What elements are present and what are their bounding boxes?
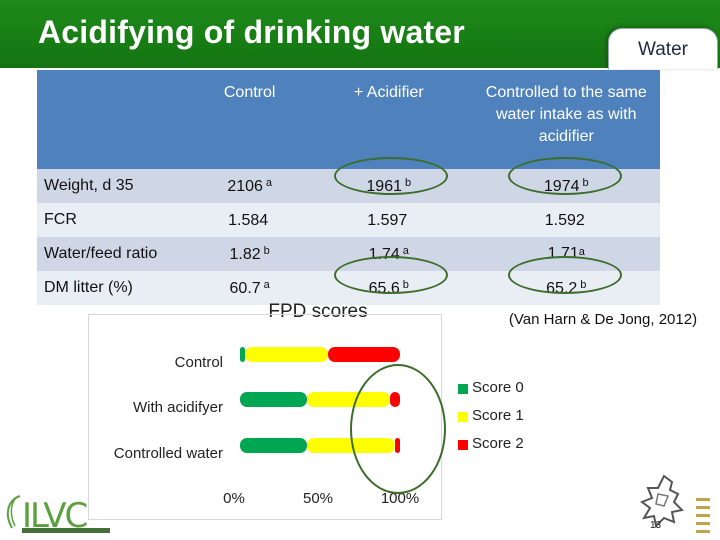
row-label: FCR: [37, 203, 195, 237]
decor-line: [696, 506, 710, 509]
highlight-ellipse: [508, 157, 622, 195]
row-label: Water/feed ratio: [37, 237, 195, 271]
bar-score0-1: [240, 392, 308, 407]
title-bar: [0, 0, 720, 68]
legend-swatch-score1: [458, 412, 468, 422]
bar-score2-0: [328, 347, 400, 362]
bar-score0-0: [240, 347, 245, 362]
x-tick-label: 100%: [380, 490, 420, 507]
legend-swatch-score0: [458, 384, 468, 394]
highlight-ellipse: [350, 364, 446, 494]
reference-citation: (Van Harn & De Jong, 2012): [508, 311, 698, 328]
category-label: With acidifyer: [132, 399, 223, 416]
results-table: Control + Acidifier Controlled to the sa…: [37, 70, 660, 305]
decor-line: [696, 514, 710, 517]
legend-label: Score 0: [472, 379, 524, 396]
highlight-ellipse: [508, 256, 622, 294]
decor-line: [696, 498, 710, 501]
decor-line: [696, 522, 710, 525]
slide-title: Acidifying of drinking water: [38, 14, 465, 50]
legend-label: Score 1: [472, 407, 524, 424]
highlight-ellipse: [334, 157, 448, 195]
table-header-controlled: Controlled to the same water intake as w…: [472, 70, 660, 169]
topic-tab: Water: [608, 28, 718, 69]
bar-score0-2: [240, 438, 308, 453]
category-label: Control: [174, 354, 223, 371]
table-cell: 60.7 a: [194, 271, 306, 305]
table-cell: 1.592: [472, 203, 660, 237]
legend-swatch-score2: [458, 440, 468, 450]
table-row: Water/feed ratio 1.82 b 1.74 a 1.71a: [37, 237, 660, 271]
bar-score1-0: [244, 347, 328, 362]
table-cell: 1.584: [194, 203, 306, 237]
table-header-corner: [37, 70, 195, 169]
table-header-control: Control: [194, 70, 306, 169]
table-cell: 2106 a: [194, 169, 306, 203]
x-tick-label: 50%: [302, 490, 334, 507]
page-number: 13: [650, 520, 662, 531]
legend-label: Score 2: [472, 435, 524, 452]
table-cell: 1.82 b: [194, 237, 306, 271]
table-header-acidifier: + Acidifier: [305, 70, 473, 169]
ilvc-logo: [6, 495, 21, 529]
decor-line: [696, 530, 710, 533]
lion-emblem-icon: [639, 474, 685, 529]
chart-title: FPD scores: [268, 301, 368, 322]
row-label: Weight, d 35: [37, 169, 195, 203]
table-header-row: Control + Acidifier Controlled to the sa…: [37, 70, 660, 169]
category-label: Controlled water: [113, 445, 223, 462]
row-label: DM litter (%): [37, 271, 195, 305]
topic-tab-label: Water: [638, 39, 688, 60]
x-tick-label: 0%: [223, 490, 245, 507]
highlight-ellipse: [334, 256, 448, 294]
table-cell: 1.597: [305, 203, 473, 237]
table-row: FCR 1.584 1.597 1.592: [37, 203, 660, 237]
logo-strip: [22, 528, 110, 533]
